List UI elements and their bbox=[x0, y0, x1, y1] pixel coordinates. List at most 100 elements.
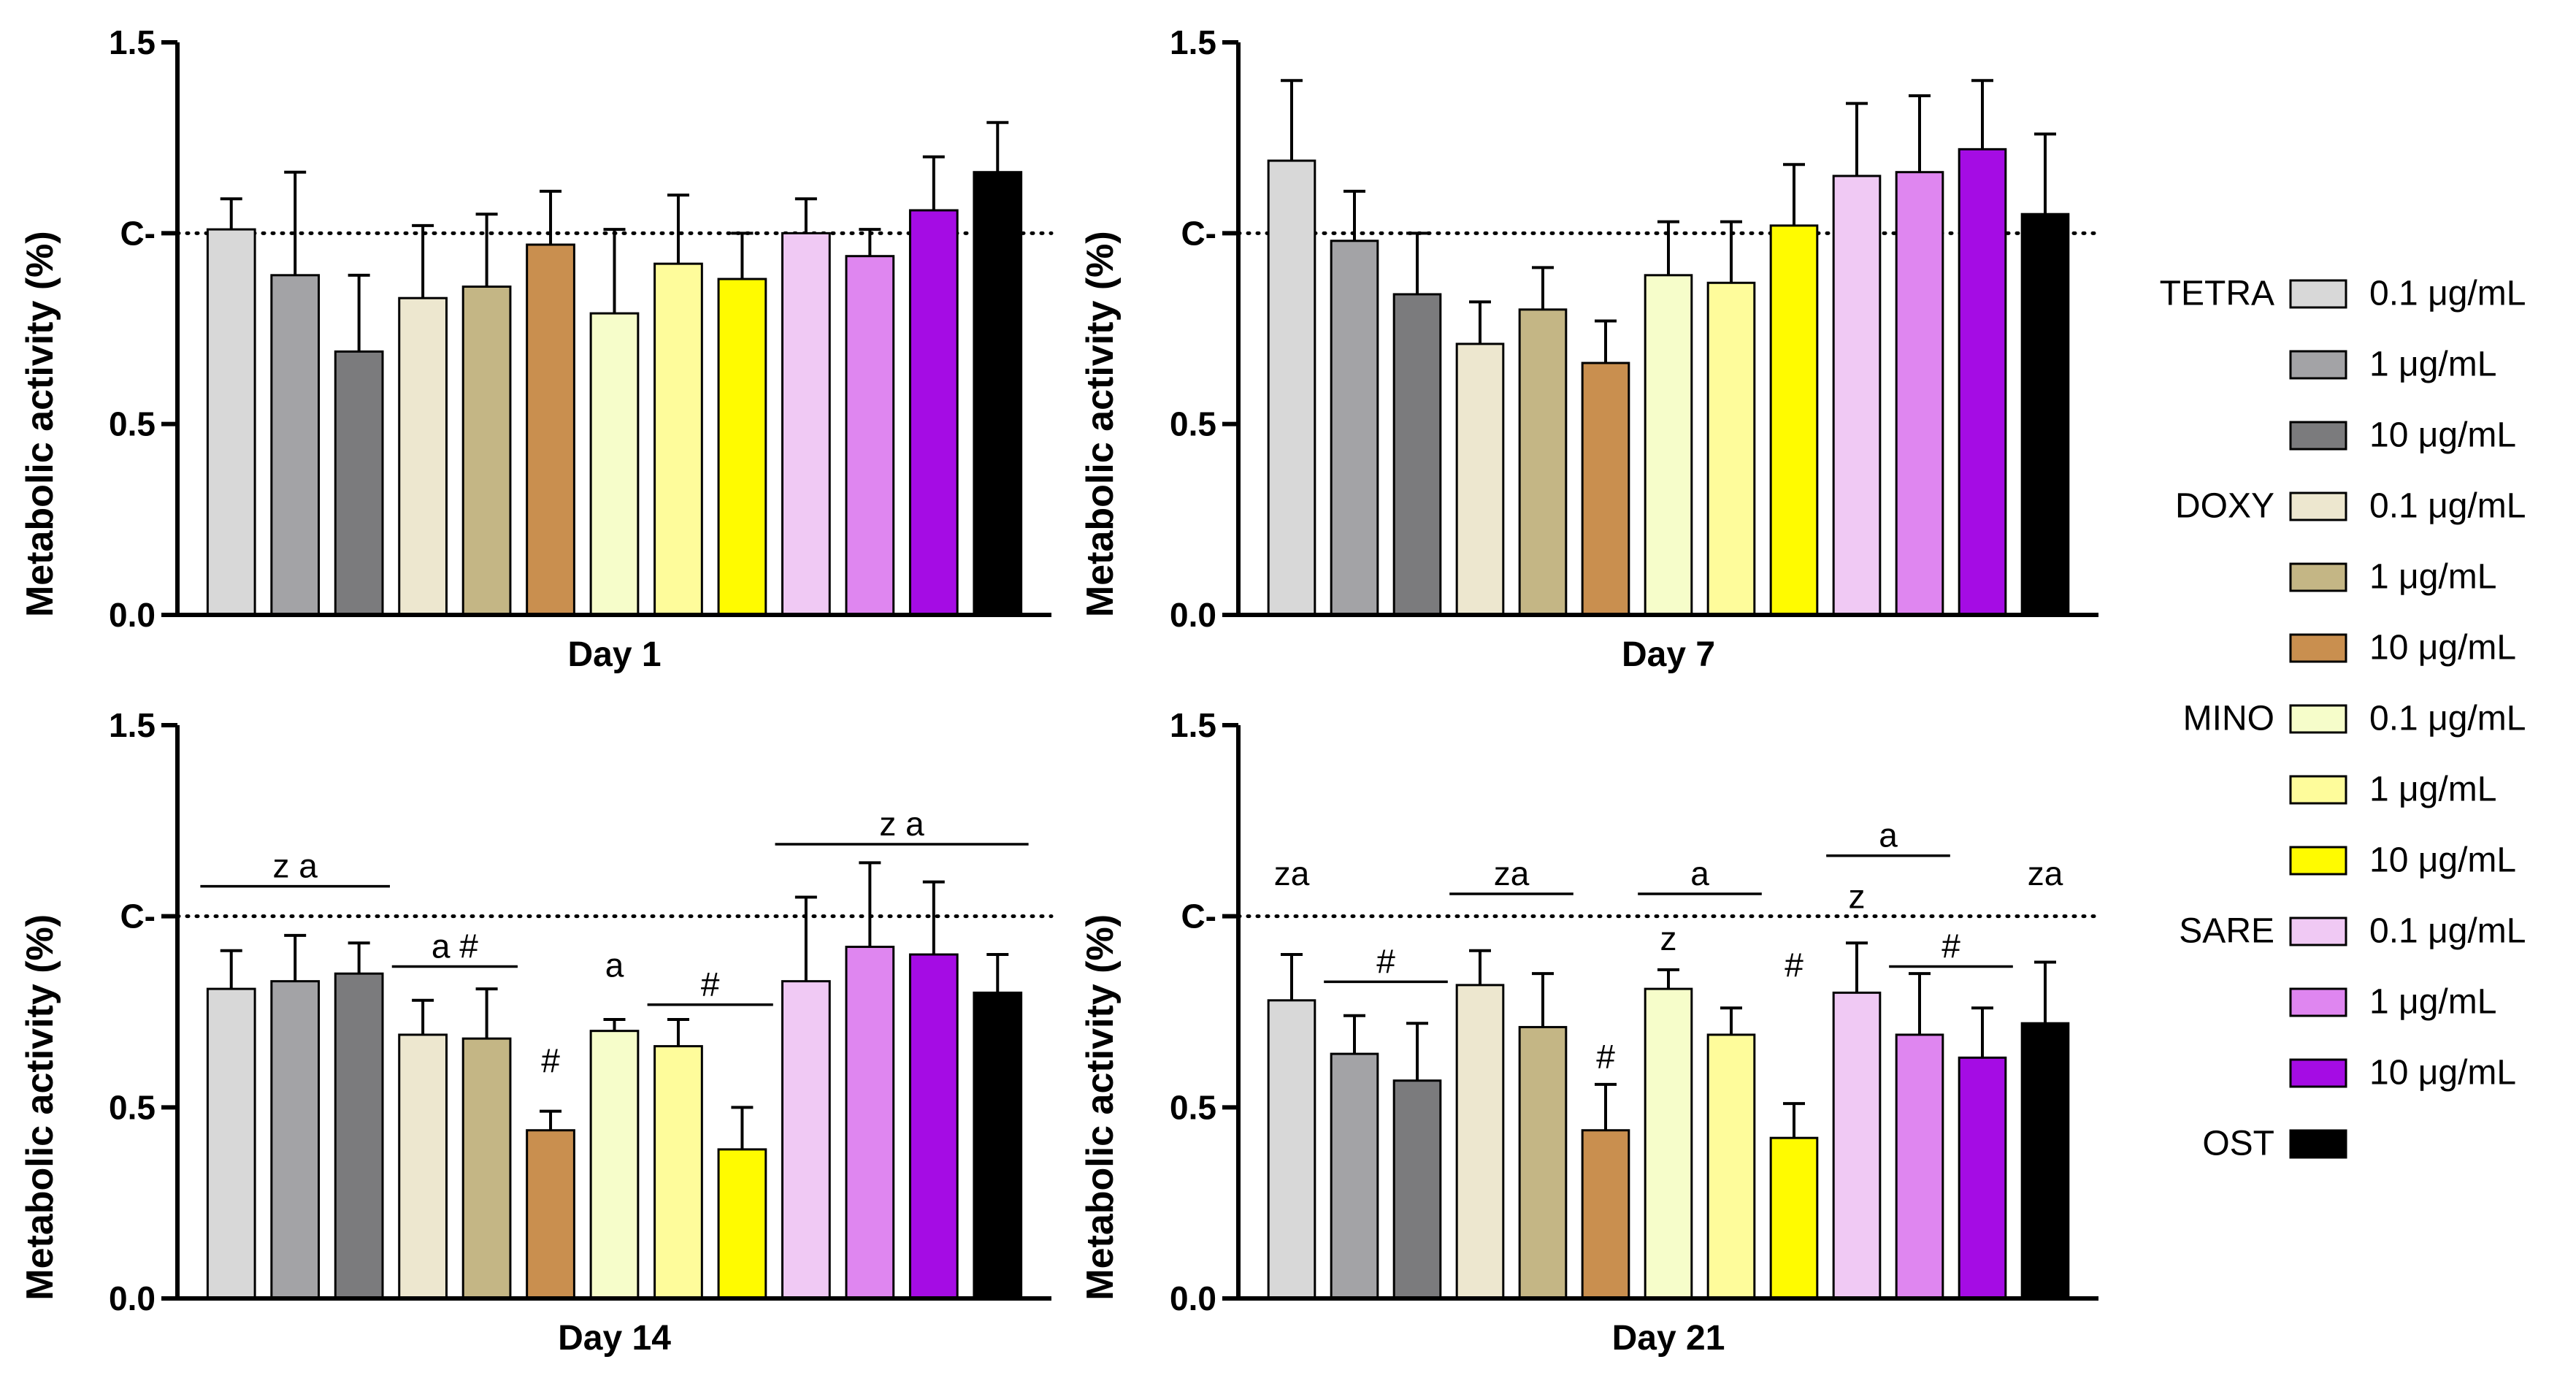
legend-swatch bbox=[2289, 987, 2347, 1017]
legend-swatch bbox=[2289, 279, 2347, 309]
legend-swatch bbox=[2289, 421, 2347, 451]
legend-entry-label: 1 μg/mL bbox=[2369, 558, 2496, 597]
y-tick-label: 0.0 bbox=[1170, 596, 1216, 634]
bar bbox=[1267, 999, 1316, 1300]
bar bbox=[398, 296, 448, 616]
bar bbox=[1832, 991, 1882, 1300]
bar bbox=[589, 312, 640, 616]
legend: TETRA 0.1 μg/mL 1 μg/mL 10 μg/mL DOXY 0.1 μg/… bbox=[2160, 275, 2526, 1163]
legend-entry-label: 10 μg/mL bbox=[2369, 416, 2516, 455]
legend-group-label: SARE bbox=[2179, 912, 2274, 951]
bar bbox=[1581, 1129, 1630, 1300]
bar bbox=[717, 1148, 767, 1300]
legend-swatch bbox=[2289, 633, 2347, 663]
bar bbox=[1832, 175, 1882, 616]
significance-label: za bbox=[1494, 854, 1530, 892]
legend-group-label: MINO bbox=[2183, 700, 2274, 738]
y-tick-label: 0.0 bbox=[109, 596, 156, 634]
bar bbox=[653, 262, 703, 616]
significance-label: # bbox=[1376, 942, 1395, 980]
significance-label: # bbox=[1785, 946, 1803, 984]
y-tick-label: 0.5 bbox=[109, 405, 156, 443]
significance-label: za bbox=[1274, 854, 1310, 892]
bar bbox=[1895, 1033, 1944, 1300]
bar bbox=[973, 991, 1023, 1300]
x-axis-label: Day 1 bbox=[567, 635, 661, 674]
significance-label: a bbox=[1690, 854, 1709, 892]
bar bbox=[845, 255, 895, 616]
bar bbox=[1581, 361, 1630, 616]
x-axis-label: Day 14 bbox=[558, 1319, 671, 1358]
bar bbox=[1392, 293, 1442, 616]
y-tick-label: 0.0 bbox=[1170, 1279, 1216, 1317]
significance-label: z bbox=[1849, 877, 1866, 915]
bar bbox=[206, 987, 256, 1300]
y-tick-label: C- bbox=[120, 898, 156, 935]
bar bbox=[1895, 171, 1944, 616]
bar bbox=[334, 972, 384, 1300]
legend-swatch bbox=[2289, 1129, 2347, 1159]
legend-swatch bbox=[2289, 562, 2347, 592]
significance-label: z a bbox=[879, 805, 924, 843]
bar bbox=[1330, 1052, 1379, 1300]
legend-entry-label: 1 μg/mL bbox=[2369, 770, 2496, 809]
bar bbox=[461, 1037, 512, 1300]
y-tick-label: 0.5 bbox=[1170, 1088, 1216, 1126]
y-tick-label: C- bbox=[1181, 214, 1216, 252]
significance-label: a bbox=[1879, 816, 1898, 854]
y-axis-label: Metabolic activity (%) bbox=[19, 231, 61, 617]
legend-swatch bbox=[2289, 704, 2347, 734]
legend-entry-label: 0.1 μg/mL bbox=[2369, 912, 2526, 951]
y-axis-label: Metabolic activity (%) bbox=[19, 914, 61, 1301]
x-axis-label: Day 21 bbox=[1612, 1319, 1725, 1358]
y-axis-label: Metabolic activity (%) bbox=[1079, 914, 1122, 1301]
bar bbox=[2020, 213, 2070, 616]
chart-panel-3: Metabolic activity (%) z a a # # a # z a 0.0 0.5… bbox=[19, 706, 1054, 1358]
bar bbox=[1267, 159, 1316, 616]
significance-label: # bbox=[1596, 1038, 1615, 1076]
bar bbox=[1518, 308, 1568, 616]
y-tick-label: 0.5 bbox=[1170, 405, 1216, 443]
bar bbox=[2020, 1022, 2070, 1300]
y-tick-label: C- bbox=[1181, 898, 1216, 935]
y-tick-label: C- bbox=[120, 214, 156, 252]
y-tick-label: 1.5 bbox=[1170, 706, 1216, 744]
bar bbox=[908, 209, 959, 616]
bar bbox=[973, 171, 1023, 616]
bar bbox=[1455, 343, 1505, 616]
bar bbox=[1644, 274, 1693, 616]
legend-group-label: TETRA bbox=[2160, 275, 2274, 313]
bar bbox=[270, 274, 321, 616]
y-tick-label: 1.5 bbox=[1170, 23, 1216, 61]
significance-label: z bbox=[1660, 919, 1677, 957]
chart-panel-1: Metabolic activity (%) 0.0 0.5 C- 1.5 Day 1 bbox=[19, 23, 1054, 674]
chart-panel-2: Metabolic activity (%) 0.0 0.5 C- 1.5 Day 7 bbox=[1079, 23, 2101, 674]
legend-group-label: DOXY bbox=[2175, 487, 2274, 526]
significance-label: # bbox=[1941, 927, 1960, 965]
legend-swatch bbox=[2289, 846, 2347, 876]
y-tick-label: 1.5 bbox=[109, 23, 156, 61]
legend-entry-label: 10 μg/mL bbox=[2369, 629, 2516, 667]
legend-entry-label: 0.1 μg/mL bbox=[2369, 487, 2526, 526]
legend-swatch bbox=[2289, 1058, 2347, 1088]
legend-group-label: OST bbox=[2202, 1125, 2274, 1163]
bar bbox=[398, 1033, 448, 1300]
y-tick-label: 1.5 bbox=[109, 706, 156, 744]
bar bbox=[1392, 1079, 1442, 1300]
bar bbox=[589, 1030, 640, 1300]
bar bbox=[334, 350, 384, 616]
x-axis-label: Day 7 bbox=[1622, 635, 1715, 674]
legend-entry-label: 1 μg/mL bbox=[2369, 983, 2496, 1022]
significance-label: z a bbox=[273, 847, 318, 885]
legend-swatch bbox=[2289, 917, 2347, 946]
bar bbox=[653, 1045, 703, 1300]
significance-label: # bbox=[541, 1041, 560, 1079]
legend-entry-label: 1 μg/mL bbox=[2369, 345, 2496, 384]
significance-label: # bbox=[701, 965, 720, 1003]
bar bbox=[1769, 1136, 1819, 1300]
bar bbox=[461, 286, 512, 616]
y-tick-label: 0.5 bbox=[109, 1088, 156, 1126]
bar bbox=[1769, 224, 1819, 616]
chart-panel-4: Metabolic activity (%)za#za#za#za#za0.00… bbox=[1079, 706, 2101, 1358]
